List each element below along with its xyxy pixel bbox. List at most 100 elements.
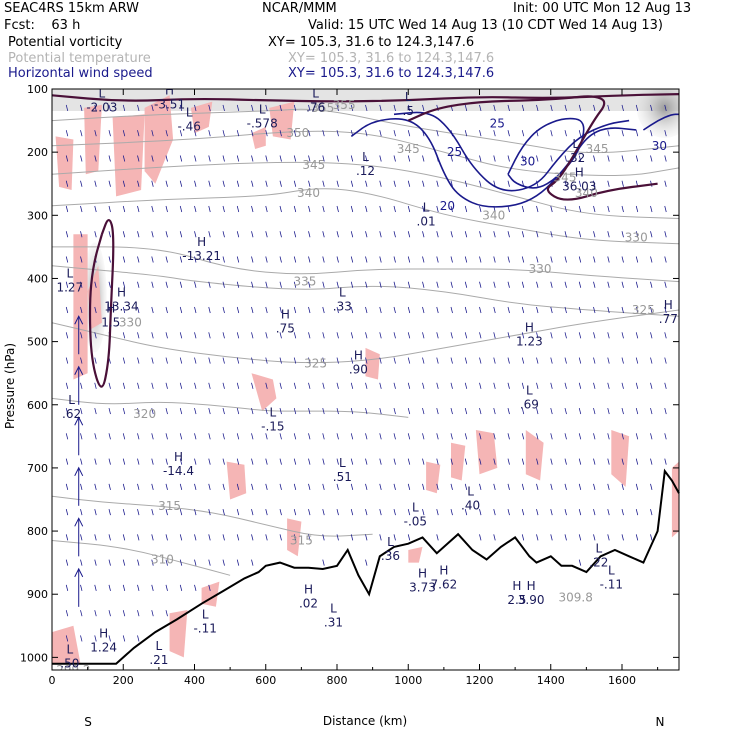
wind-vector [222,231,225,238]
x-tick-label: 0 [49,674,56,687]
wind-vector [236,231,240,238]
wind-vector [80,382,83,389]
wind-vector [664,180,667,187]
wind-vector [393,155,396,162]
wind-vector [179,205,183,213]
theta-label: 310 [151,552,174,566]
contour-label-extra: 345 [586,142,609,156]
wind-vector [365,205,368,213]
wind-vector [122,534,126,541]
wind-vector [279,306,282,314]
wind-vector [122,104,126,112]
wind-vector [507,509,510,516]
wind-vector [236,407,240,415]
wind-vector [322,104,325,112]
wind-vector [350,155,354,162]
wind-vector [208,306,211,314]
wind-vector [336,130,339,137]
contour-label-extra: 315 [290,534,313,548]
terrain [52,468,680,665]
wind-vector [436,231,439,238]
extremum-letter: L [362,150,369,164]
extremum-letter: H [165,83,174,97]
wind-vector [308,483,311,490]
wind-vector [593,483,596,490]
wind-vector [521,281,525,288]
extremum-value: .31 [324,615,343,629]
wind-vector [179,509,183,516]
terrain-line [52,468,680,665]
extremum-letter: H [281,308,290,322]
wind-vector [208,483,211,490]
wind-vector [365,407,368,415]
wind-vector [650,155,653,162]
wind-vector [94,306,97,314]
wind-vector [650,483,653,490]
wind-vector [564,180,567,187]
wind-vector [208,534,211,541]
wind-vector [607,256,610,263]
wind-vector [179,407,183,415]
wind-vector [251,433,254,440]
wind-vector [664,205,667,213]
wind-vector [94,231,97,238]
wind-vector [293,281,297,288]
wind-vector [137,534,140,541]
wind-vector [450,483,453,490]
wind-label: 25 [447,145,462,159]
extremum-value: 13.34 [104,300,138,314]
wind-vector [422,205,425,213]
wind-vector [635,155,639,162]
extremum-value: -.15 [261,420,284,434]
wind-vector [621,357,624,364]
wind-vector [493,357,496,364]
wind-vector [236,281,240,288]
theta-label: 350 [286,126,309,140]
wind-vector [137,458,140,465]
extremum-value: 1.5 [101,315,120,329]
wind-vector [407,281,411,288]
wind-vector [322,534,325,541]
wind-vector [293,205,297,213]
wind-vector [236,357,240,364]
wind-vector [137,635,140,642]
extremum-value: .90 [349,363,368,377]
wind-vector [236,433,240,440]
wind-vector [635,306,639,314]
wind-vector [607,155,610,162]
theta-contour-340 [52,188,679,245]
wind-vector [265,281,268,288]
x-tick-label: 400 [184,674,205,687]
wind-vector [151,155,154,162]
wind-vector [137,610,140,617]
wind-vector [336,509,339,516]
wind-vector [80,407,83,415]
forecast-hour: Fcst: 63 h [4,18,81,33]
wind-vector [94,509,97,516]
wind-vector [350,509,354,516]
wind-vector [336,534,339,541]
wind-vector [479,104,482,112]
wind-vector [336,104,339,112]
wind-vector [236,332,240,339]
wind-vector [151,610,154,617]
wind-vector [365,382,368,389]
wind-vector [265,407,268,415]
wind-vector [265,382,268,389]
wind-vector [450,407,453,415]
wind-vector [550,281,553,288]
wind-vector [379,104,382,112]
extremum-letter: H [439,563,448,577]
wind-vector [650,256,653,263]
wind-vector [137,155,140,162]
wind-vector [407,155,411,162]
wind-vector [635,357,639,364]
wind-vector [635,433,639,440]
wind-vector [393,509,396,516]
extremum-letter: L [423,200,430,214]
wind-vector [208,281,211,288]
wind-vector [393,231,396,238]
wind-vector [137,104,140,112]
extremum-letter: L [202,608,209,622]
theta-label: 340 [297,186,320,200]
